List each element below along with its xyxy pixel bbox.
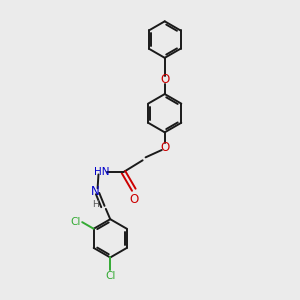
- Text: HN: HN: [94, 167, 109, 177]
- Text: O: O: [160, 141, 169, 154]
- Text: H: H: [93, 200, 99, 209]
- Text: N: N: [91, 185, 100, 198]
- Text: O: O: [160, 74, 169, 86]
- Text: Cl: Cl: [105, 271, 116, 281]
- Text: O: O: [130, 193, 139, 206]
- Text: Cl: Cl: [70, 217, 81, 227]
